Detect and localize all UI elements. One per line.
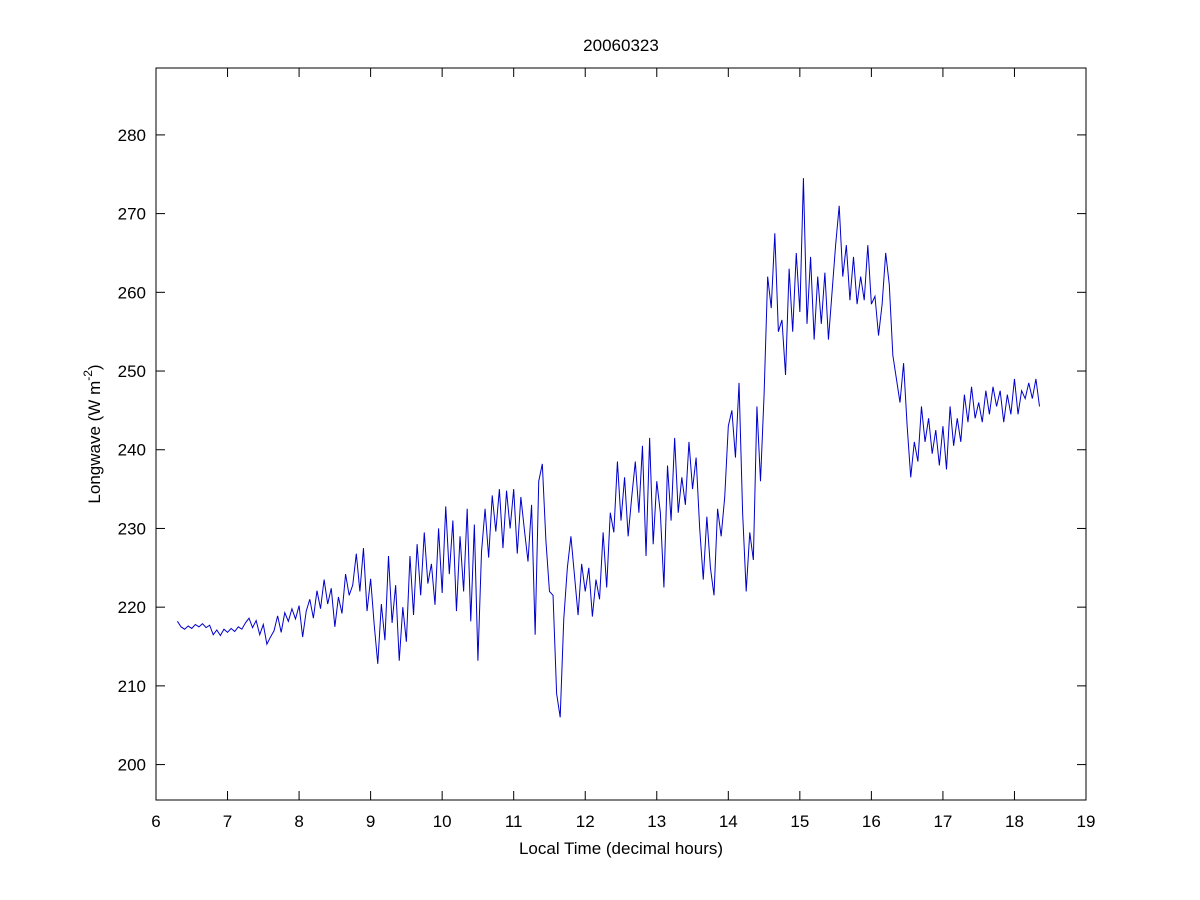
x-tick-label: 14 [719, 812, 738, 831]
x-tick-label: 9 [366, 812, 375, 831]
y-axis-label: Longwave (W m-2) [81, 364, 104, 503]
y-axis-label-end: ) [85, 364, 104, 370]
x-tick-label: 11 [505, 812, 523, 831]
y-tick-label: 270 [118, 205, 146, 224]
plot-frame [155, 67, 1087, 801]
y-tick-label: 260 [118, 283, 146, 302]
y-tick-label: 250 [118, 362, 146, 381]
x-tick-label: 12 [576, 812, 595, 831]
x-tick-label: 19 [1077, 812, 1096, 831]
chart-title: 20060323 [583, 36, 659, 55]
y-tick-label: 240 [118, 441, 146, 460]
y-tick-label: 220 [118, 598, 146, 617]
x-tick-label: 18 [1005, 812, 1024, 831]
x-tick-label: 8 [294, 812, 303, 831]
data-line [177, 178, 1040, 718]
x-tick-label: 7 [223, 812, 232, 831]
y-axis-label-sup: -2 [81, 370, 95, 381]
x-axis-label: Local Time (decimal hours) [519, 839, 723, 858]
x-tick-label: 6 [151, 812, 160, 831]
x-tick-label: 10 [433, 812, 452, 831]
x-tick-label: 13 [647, 812, 666, 831]
x-tick-label: 17 [933, 812, 952, 831]
y-tick-label: 280 [118, 126, 146, 145]
y-tick-label: 230 [118, 519, 146, 538]
x-tick-label: 16 [862, 812, 881, 831]
x-tick-label: 15 [790, 812, 809, 831]
y-axis-label-text: Longwave (W m [85, 381, 104, 504]
y-tick-label: 210 [118, 677, 146, 696]
y-tick-label: 200 [118, 756, 146, 775]
